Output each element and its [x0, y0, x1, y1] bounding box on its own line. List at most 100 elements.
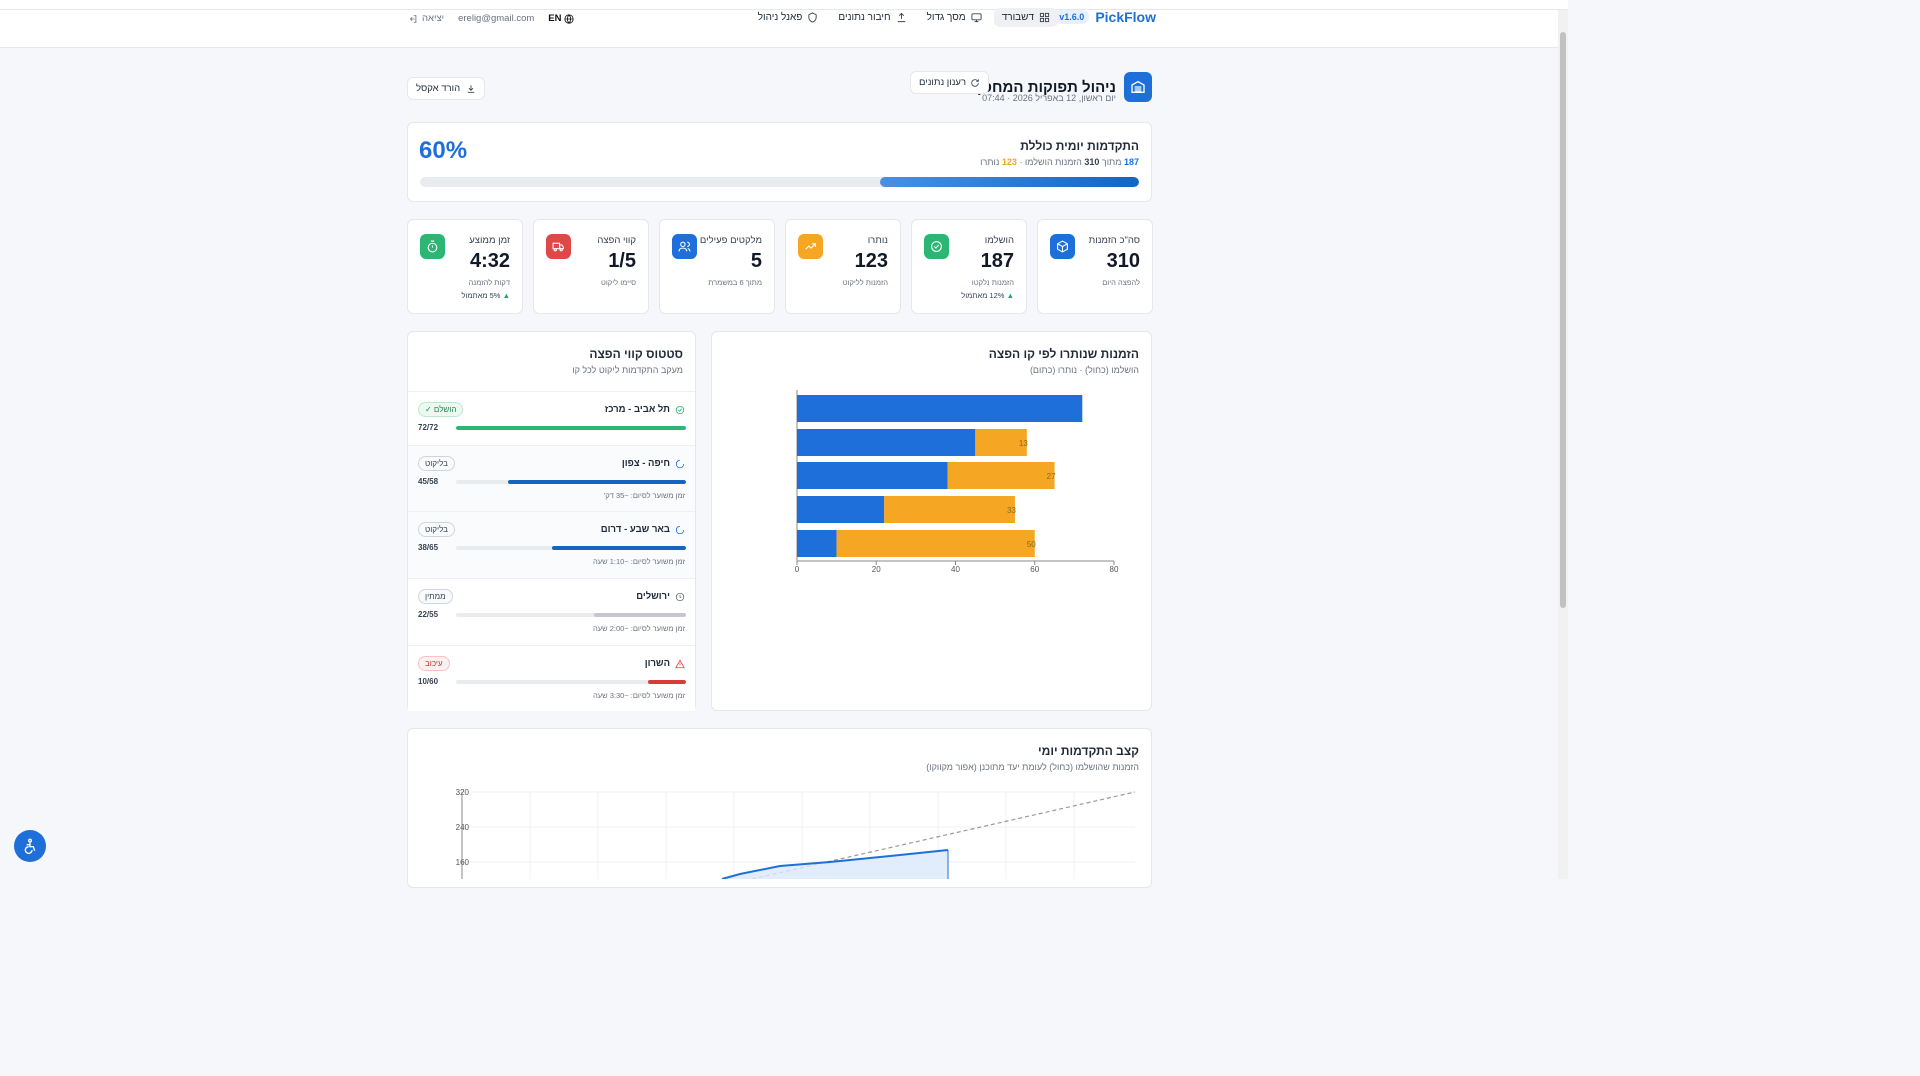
spinner-icon — [675, 525, 685, 534]
user-area: יציאה erelig@gmail.com EN — [408, 13, 575, 24]
page-date: יום ראשון, 12 באפריל 2026 · 07:44 — [982, 93, 1116, 103]
language-label: EN — [548, 13, 562, 24]
y-tick-label: 320 — [456, 788, 470, 797]
bar-remaining — [836, 530, 1035, 557]
line-progress-fill — [456, 426, 686, 430]
stat-trend-text: 5% מאתמול — [461, 291, 501, 300]
line-row: באר שבע - דרום בליקוט 38/65 זמן משוער לסיום… — [408, 511, 695, 578]
language-toggle[interactable]: EN — [548, 13, 575, 24]
bar-data-label: 13 — [1019, 439, 1028, 448]
daily-pace-card — [407, 728, 1152, 888]
timer-icon — [420, 234, 445, 259]
bar-chart-title: הזמנות שנותרו לפי קו הפצה — [988, 347, 1139, 361]
browser-top-strip — [0, 0, 1568, 10]
line-progress-fill — [507, 480, 686, 484]
trend-up-icon: ▲ — [1004, 291, 1014, 300]
bar-remaining — [947, 462, 1055, 489]
nav-item-0[interactable]: דשבורד — [993, 8, 1058, 27]
line-row: תל אביב - מרכז הושלם ✓ 72/72 — [408, 391, 695, 445]
stat-subtext: דקות להזמנה — [468, 278, 510, 287]
line-progress-bar — [456, 480, 686, 484]
progress-percent: 60% — [419, 137, 468, 164]
line-progress-bar — [456, 546, 686, 550]
stat-label: הושלמו — [984, 235, 1014, 246]
stat-trend: ▲ 5% מאתמול — [461, 291, 510, 300]
line-name: השרון — [645, 658, 685, 669]
bar-chart-subtitle: הושלמו (כחול) · נותרו (כתום) — [1029, 365, 1139, 375]
truck-icon — [546, 234, 571, 259]
bar-completed — [797, 429, 976, 456]
stat-value: 4:32 — [469, 250, 510, 272]
version-badge: v1.6.0 — [1054, 10, 1090, 24]
warehouse-icon — [1124, 72, 1152, 102]
monitor-icon — [971, 13, 982, 23]
completed-line — [721, 849, 949, 879]
line-row: ירושלים ממתין 22/55 זמן משוער לסיום: ~2:00 … — [408, 578, 695, 645]
pace-chart-title: קצב התקדמות יומי — [1038, 744, 1139, 758]
completed-count: 187 — [1123, 157, 1139, 167]
line-count: 10/60 — [418, 677, 439, 686]
line-progress-fill — [594, 613, 686, 617]
stat-card-4: קווי הפצה 1/5 סיימו ליקוט — [533, 219, 649, 314]
x-tick-label: 60 — [1030, 565, 1039, 574]
grid-icon — [1039, 12, 1050, 23]
y-tick-label: 160 — [456, 858, 470, 867]
stat-subtext: להפצה היום — [1102, 278, 1140, 287]
line-name: חיפה - צפון — [622, 458, 685, 469]
nav-item-2[interactable]: חיבור נתונים — [830, 8, 914, 27]
scrollbar-thumb[interactable] — [1560, 32, 1566, 608]
bar-completed — [797, 530, 837, 557]
logout-button[interactable]: יציאה — [408, 13, 444, 24]
stat-trend-text: 12% מאתמול — [961, 291, 1005, 300]
brand-name: PickFlow — [1095, 9, 1156, 25]
nav-item-1[interactable]: מסך גדול — [919, 8, 990, 27]
accessibility-icon — [24, 838, 36, 854]
stat-subtext: מתוך 6 במשמרת — [708, 278, 762, 287]
bar-remaining — [884, 496, 1015, 523]
line-progress-bar — [456, 613, 686, 617]
line-name: באר שבע - דרום — [601, 524, 685, 535]
stat-card-5: זמן ממוצע 4:32 דקות להזמנה ▲ 5% מאתמול — [407, 219, 523, 314]
line-progress-bar — [456, 426, 686, 430]
warning-icon — [675, 658, 685, 668]
users-icon — [672, 234, 697, 259]
line-eta: זמן משוער לסיום: ~35 דק' — [603, 491, 685, 500]
line-count: 38/65 — [418, 543, 439, 552]
stat-value: 1/5 — [608, 250, 636, 272]
brand[interactable]: PickFlow v1.6.0 — [1054, 9, 1156, 25]
trending-up-icon — [798, 234, 823, 259]
stat-label: זמן ממוצע — [469, 235, 510, 246]
x-tick-label: 80 — [1110, 565, 1119, 574]
nav-item-3[interactable]: פאנל ניהול — [750, 8, 827, 27]
line-progress-fill — [647, 680, 686, 684]
accessibility-button[interactable] — [14, 830, 46, 862]
bar-data-label: 27 — [1047, 472, 1056, 481]
download-icon — [467, 84, 475, 93]
total-count: 310 — [1084, 157, 1100, 167]
bar-data-label: 33 — [1007, 506, 1016, 515]
line-progress-fill — [551, 546, 686, 550]
progress-summary: 187 מתוך 310 הזמנות הושלמו · 123 נותרו — [980, 157, 1139, 167]
refresh-button[interactable]: רענון נתונים — [910, 71, 990, 94]
completed-area — [722, 850, 948, 879]
stat-card-3: מלקטים פעילים 5 מתוך 6 במשמרת — [659, 219, 775, 314]
line-name-label: ירושלים — [636, 591, 670, 602]
stat-card-2: נותרו 123 הזמנות לליקוט — [785, 219, 901, 314]
progress-title: התקדמות יומית כוללת — [1020, 139, 1139, 153]
line-row: השרון עיכוב 10/60 זמן משוער לסיום: ~3:30 שע… — [408, 645, 695, 711]
bar-data-label: 50 — [1027, 540, 1036, 549]
scrollbar[interactable] — [1558, 10, 1568, 879]
y-tick-label: 240 — [456, 823, 470, 832]
stat-value: 187 — [980, 250, 1014, 272]
line-name-label: באר שבע - דרום — [600, 524, 670, 535]
line-eta: זמן משוער לסיום: ~2:00 שעה — [593, 624, 685, 633]
download-excel-button[interactable]: הורד אקסל — [407, 77, 486, 100]
nav-menu: דשבורד מסך גדול חיבור נתונים פאנל ניהול — [750, 8, 1058, 27]
completed-text: הזמנות הושלמו · — [1019, 157, 1082, 167]
refresh-label: רענון נתונים — [919, 77, 967, 88]
line-row: חיפה - צפון בליקוט 45/58 זמן משוער לסיום: ~… — [408, 445, 695, 511]
page-header: ניהול תפוקות המחסן — [977, 72, 1152, 102]
box-icon — [1050, 234, 1075, 259]
stat-value: 123 — [854, 250, 888, 272]
logout-label: יציאה — [422, 13, 445, 24]
